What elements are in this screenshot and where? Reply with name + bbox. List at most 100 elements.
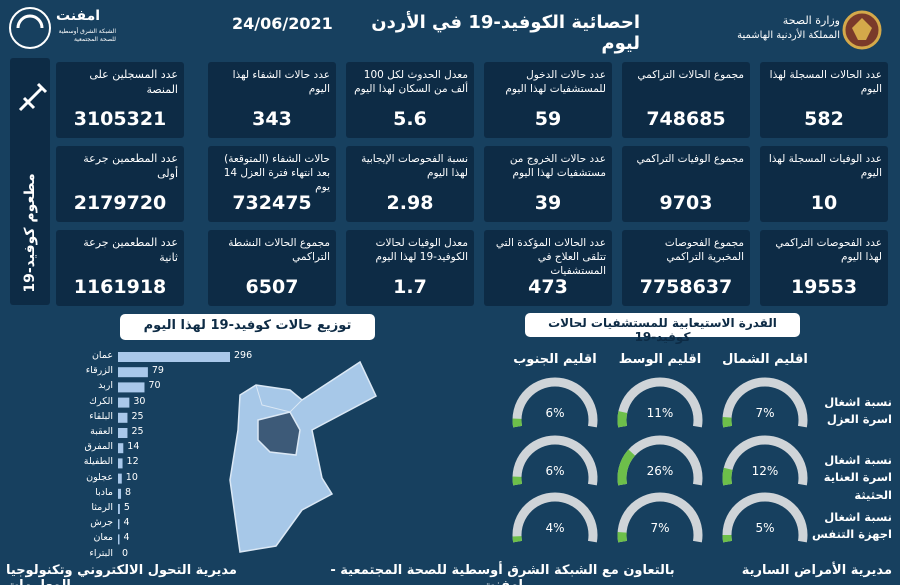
stat-value: 9703 (659, 192, 713, 214)
stat-value: 39 (534, 192, 562, 214)
stat-value: 582 (804, 108, 844, 130)
category-label: العقبة (90, 426, 113, 437)
gauge-label: 6% (545, 464, 565, 478)
category-label: الطفيلة (83, 456, 113, 468)
date: 24/06/2021 (232, 14, 333, 33)
stat-label: مجموع الحالات النشطة التراكمي (228, 237, 330, 264)
vaccine-strip (10, 58, 50, 305)
stat-label: معدل الحدوث لكل 100 ألف من السكان لهذا ا… (354, 69, 468, 96)
bar (118, 534, 120, 545)
category-label: الزرقاء (85, 365, 113, 377)
region-name: اقليم الجنوب (513, 352, 597, 367)
category-label: عجلون (86, 471, 113, 483)
value-label: 12 (126, 456, 139, 468)
stat-label: مجموع الحالات التراكمي (637, 69, 744, 81)
stat-value: 1.7 (393, 276, 427, 298)
stat-value: 5.6 (393, 108, 427, 130)
vaccine-value: 3105321 (73, 108, 167, 130)
bar (118, 504, 120, 514)
stat-card (346, 146, 474, 222)
stat-card (346, 230, 474, 306)
gauge-track (722, 492, 808, 543)
stat-label: مجموع الوفيات التراكمي (636, 153, 744, 165)
logo-subtitle: الشبكة الشرق أوسطية للصحة المجتمعية (58, 28, 116, 43)
gauge-label: 6% (545, 406, 565, 420)
category-label: عمان (91, 350, 113, 361)
value-label: 4 (123, 532, 130, 544)
vaccine-title: مطعوم كوفيد-19 (22, 173, 38, 293)
gauge-value (722, 417, 733, 428)
value-label: 5 (123, 502, 130, 513)
footer-left: مديرية التحول الالكتروني وتكنولوجيا المع… (6, 563, 237, 585)
ministry: وزارة الصحة (782, 14, 840, 27)
region-name: اقليم الشمال (722, 352, 808, 367)
chart-title: القدرة الاستيعابية للمستشفيات لحالات كوف… (548, 316, 777, 344)
value-label: 14 (127, 441, 140, 453)
gauge-track (617, 377, 703, 428)
gauge-label: 12% (751, 464, 779, 478)
stat-label: حالات الشفاء (المتوقعة) بعد انتهاء فترة … (223, 153, 330, 194)
gauge-value (617, 411, 628, 428)
bar (118, 428, 128, 438)
gauge-value (512, 476, 523, 486)
stat-label: عدد الفحوصات التراكمي لهذا اليوم (775, 237, 882, 264)
gauge-label: 4% (545, 521, 565, 535)
logo-name: امفنت (56, 8, 101, 24)
category-label: الرمثا (91, 502, 113, 513)
category-label: مادبا (95, 486, 113, 498)
stat-card (622, 230, 750, 306)
stat-label: عدد الحالات المؤكدة التي تتلقى العلاج في… (495, 237, 606, 278)
row-label: نسبة اشغال اسرة العزل (824, 395, 892, 427)
emblem (852, 18, 872, 40)
chart-title: توزيع حالات كوفيد-19 لهذا اليوم (143, 318, 352, 333)
category-label: الكرك (89, 395, 113, 407)
stat-value: 19553 (790, 276, 858, 298)
stat-value: 6507 (245, 276, 299, 298)
value-label: 0 (122, 547, 129, 559)
gauge-track (512, 492, 598, 543)
stat-card (346, 62, 474, 138)
stat-value: 343 (252, 108, 292, 130)
stat-value: 748685 (646, 108, 726, 130)
gauge-value (512, 536, 523, 543)
gauge-track (722, 377, 808, 428)
gauge-value (722, 534, 733, 543)
value-label: 70 (148, 380, 161, 392)
stat-value: 473 (528, 276, 568, 298)
category-label: جرش (90, 517, 113, 529)
gauge-label: 7% (755, 406, 775, 420)
category-label: البلقاء (89, 410, 113, 422)
stat-card (208, 230, 336, 306)
map-border (255, 384, 303, 413)
syringe-icon (18, 82, 48, 112)
stat-card (208, 146, 336, 222)
stat-label: مجموع الفحوصات المخبرية التراكمي (664, 237, 744, 264)
vaccine-value: 1161918 (73, 276, 167, 298)
kingdom: المملكة الأردنية الهاشمية (737, 30, 840, 41)
footer-center: بالتعاون مع الشبكة الشرق أوسطية للصحة ال… (330, 563, 675, 585)
bar (118, 488, 122, 499)
gauge-label: 11% (646, 406, 674, 420)
stat-value: 7758637 (639, 276, 733, 298)
bar (118, 519, 120, 530)
vaccine-card (56, 230, 184, 306)
value-label: 25 (131, 426, 144, 437)
stat-card (622, 62, 750, 138)
bar (118, 367, 148, 378)
map (229, 360, 377, 553)
bar (118, 352, 230, 362)
gauge-value (722, 467, 733, 486)
stat-label: عدد حالات الدخول للمستشفيات لهذا اليوم (505, 69, 606, 96)
value-label: 25 (131, 410, 144, 422)
vaccine-label: عدد المسجلين على المنصة (89, 68, 178, 96)
bar (118, 473, 122, 484)
footer-right: مديرية الأمراض السارية (741, 563, 892, 578)
stat-label: عدد حالات الخروج من مستشفيات لهذا اليوم (509, 153, 606, 180)
region-name: اقليم الوسط (618, 352, 702, 367)
title: احصائية الكوفيد-19 في الأردن ليوم (371, 12, 640, 54)
stat-card (484, 230, 612, 306)
stat-card (484, 146, 612, 222)
stat-label: عدد حالات الشفاء لهذا اليوم (232, 69, 330, 96)
